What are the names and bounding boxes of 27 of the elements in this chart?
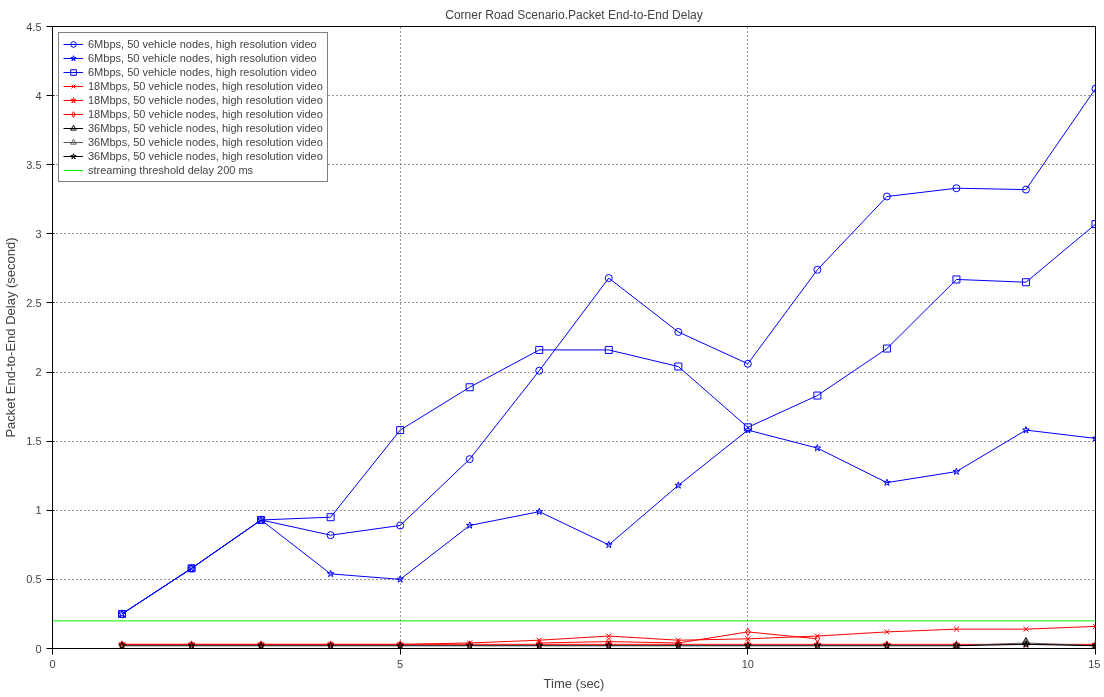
y-tick-label: 1 — [35, 504, 42, 517]
x-tick-label: 5 — [397, 657, 404, 670]
y-tick-label: 4 — [35, 89, 42, 102]
x-axis-title: Time (sec) — [543, 675, 605, 691]
y-tick-label: 4.5 — [26, 20, 42, 33]
y-tick-label: 1.5 — [26, 435, 42, 448]
y-axis-title: Packet End-to-End Delay (second) — [3, 237, 19, 438]
legend-label: 36Mbps, 50 vehicle nodes, high resolution video — [88, 135, 323, 149]
legend-label: 36Mbps, 50 vehicle nodes, high resolution video — [88, 121, 323, 135]
y-tick-label: 2.5 — [26, 296, 42, 309]
legend-label: 18Mbps, 50 vehicle nodes, high resolution video — [88, 107, 323, 121]
y-tick-label: 0.5 — [26, 573, 42, 586]
x-tick-label: 10 — [741, 657, 754, 670]
y-tick-label: 0 — [35, 642, 42, 655]
y-tick-label: 3 — [35, 227, 42, 240]
legend-label: 18Mbps, 50 vehicle nodes, high resolution video — [88, 93, 323, 107]
legend-label: 36Mbps, 50 vehicle nodes, high resolution video — [88, 149, 323, 163]
x-tick-label: 15 — [1088, 657, 1101, 670]
x-tick-label: 0 — [49, 657, 56, 670]
legend-label: 6Mbps, 50 vehicle nodes, high resolution video — [88, 65, 317, 79]
legend-label: 6Mbps, 50 vehicle nodes, high resolution video — [88, 37, 317, 51]
legend-label: 18Mbps, 50 vehicle nodes, high resolution video — [88, 79, 323, 93]
legend-label: streaming threshold delay 200 ms — [88, 163, 254, 177]
y-tick-label: 3.5 — [26, 158, 42, 171]
y-tick-label: 2 — [35, 366, 42, 379]
legend-label: 6Mbps, 50 vehicle nodes, high resolution video — [88, 51, 317, 65]
chart-title: Corner Road Scenario.Packet End-to-End Delay — [445, 7, 703, 22]
